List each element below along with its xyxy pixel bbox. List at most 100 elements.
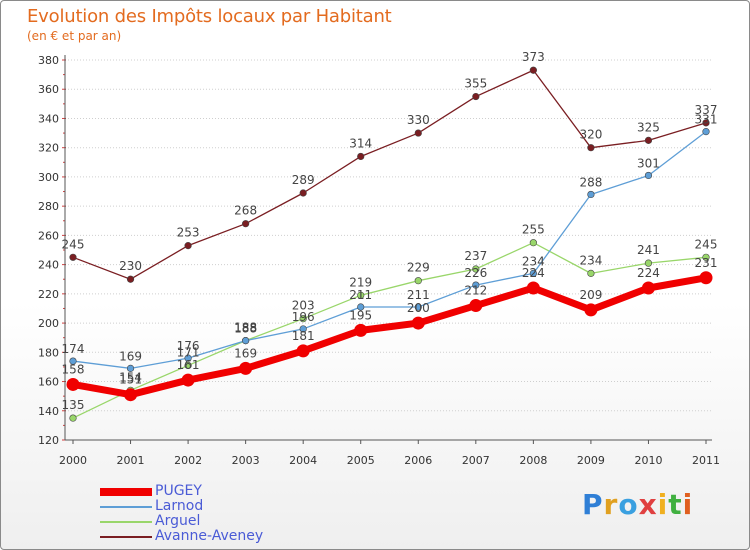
data-label: 234 (522, 254, 545, 268)
data-point (644, 171, 653, 180)
data-label: 268 (234, 204, 257, 218)
data-label: 301 (637, 156, 660, 170)
data-label: 373 (522, 50, 545, 64)
data-label: 151 (119, 373, 142, 387)
data-point (411, 316, 425, 330)
data-label: 135 (62, 398, 85, 412)
data-point (587, 144, 595, 152)
data-label: 288 (579, 175, 602, 189)
data-label: 188 (234, 321, 257, 335)
x-tick-label: 2001 (117, 454, 145, 467)
data-point (239, 361, 253, 375)
data-point (184, 361, 192, 370)
data-label: 320 (579, 128, 602, 142)
series-line-arguel (72, 242, 707, 419)
y-tick-label: 260 (38, 229, 59, 242)
data-point (472, 265, 480, 273)
data-label: 169 (234, 346, 257, 360)
data-label: 174 (62, 342, 85, 356)
data-label: 212 (464, 284, 487, 298)
x-tick-label: 2006 (404, 454, 432, 467)
data-label: 255 (522, 223, 545, 237)
data-point (357, 303, 365, 311)
logo-letter: o (618, 488, 639, 521)
legend-label: Arguel (155, 513, 201, 529)
data-label: 161 (177, 358, 200, 372)
data-label: 337 (695, 103, 718, 117)
data-point (66, 377, 80, 391)
data-point (242, 337, 250, 345)
y-tick-label: 180 (38, 346, 59, 359)
data-label: 289 (292, 173, 315, 187)
x-tick-label: 2009 (577, 454, 605, 467)
data-point (184, 354, 192, 362)
data-point (469, 299, 483, 313)
logo-letter: t (668, 488, 683, 521)
data-label: 226 (464, 266, 487, 280)
data-label: 169 (119, 349, 142, 363)
data-point (529, 66, 537, 74)
x-tick-label: 2011 (692, 454, 720, 467)
data-point (299, 189, 307, 197)
data-point (644, 136, 653, 144)
data-point (181, 373, 195, 387)
data-label: 195 (349, 308, 372, 322)
data-point (242, 220, 250, 228)
x-tick-label: 2010 (634, 454, 662, 467)
data-point (69, 414, 77, 422)
y-tick-label: 300 (38, 171, 59, 184)
y-tick-label: 280 (38, 200, 59, 213)
data-label: 154 (119, 370, 142, 384)
data-label: 245 (695, 237, 718, 251)
data-label: 171 (177, 345, 200, 359)
x-tick-label: 2007 (462, 454, 490, 467)
legend-item: Larnod (100, 498, 320, 515)
x-tick-label: 2002 (174, 454, 202, 467)
data-point (299, 325, 307, 333)
data-point (587, 269, 595, 277)
legend-label: PUGEY (155, 483, 202, 499)
data-point (699, 271, 713, 285)
logo-letter: i (657, 488, 669, 521)
data-point (526, 281, 540, 295)
data-point (69, 357, 77, 365)
data-point (529, 239, 537, 247)
data-label: 231 (695, 256, 718, 270)
chart-subtitle: (en € et par an) (27, 29, 122, 43)
data-label: 241 (637, 243, 660, 257)
data-label: 330 (407, 113, 430, 127)
data-point (357, 291, 365, 299)
chart-title: Evolution des Impôts locaux par Habitant (27, 6, 392, 27)
y-tick-label: 380 (38, 54, 59, 67)
data-point (126, 275, 135, 283)
data-point (587, 190, 595, 199)
data-label: 203 (292, 299, 315, 313)
data-label: 237 (464, 249, 487, 263)
logo-letter: x (638, 488, 658, 521)
x-tick-label: 2005 (347, 454, 375, 467)
data-point (472, 92, 480, 101)
y-tick-label: 120 (38, 434, 59, 447)
logo-letter: r (603, 488, 619, 521)
x-tick-label: 2003 (232, 454, 260, 467)
data-label: 219 (349, 275, 372, 289)
data-point (69, 253, 77, 261)
data-point (529, 269, 537, 277)
data-point (124, 388, 138, 402)
data-label: 176 (177, 339, 200, 353)
data-label: 325 (637, 120, 660, 134)
data-point (584, 303, 598, 317)
legend-swatch (100, 506, 152, 508)
data-label: 229 (407, 261, 430, 275)
data-point (702, 253, 710, 261)
data-label: 196 (292, 310, 315, 324)
x-tick-label: 2000 (59, 454, 87, 467)
data-point (702, 119, 710, 127)
data-point (414, 129, 422, 137)
legend-item: Avanne-Aveney (100, 528, 320, 545)
legend-item: Arguel (100, 513, 320, 530)
data-label: 224 (522, 266, 545, 280)
data-label: 188 (234, 322, 257, 336)
logo-letter: i (682, 488, 694, 521)
